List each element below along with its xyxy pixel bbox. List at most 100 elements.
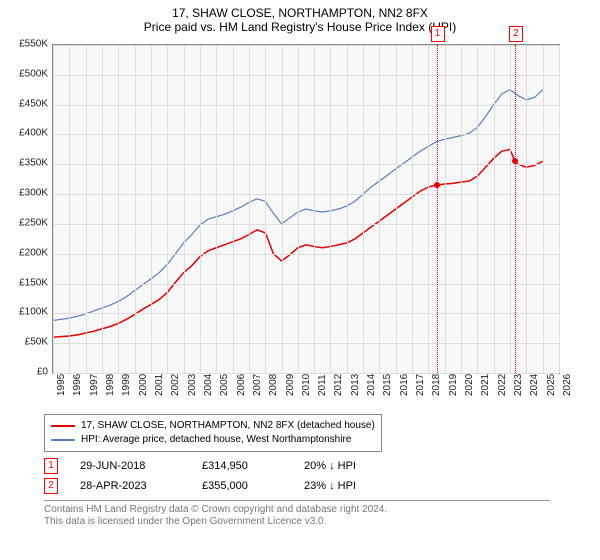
plot-svg	[53, 45, 559, 373]
gridline-h	[53, 224, 559, 225]
x-axis-label: 2025	[546, 374, 557, 396]
x-axis-label: 1999	[121, 374, 132, 396]
gridline-v	[477, 45, 478, 373]
x-axis-label: 2002	[170, 374, 181, 396]
y-axis-label: £250K	[8, 217, 48, 228]
gridline-h	[53, 75, 559, 76]
x-axis-label: 2008	[268, 374, 279, 396]
x-axis-label: 2017	[415, 374, 426, 396]
gridline-v	[396, 45, 397, 373]
event-date: 29-JUN-2018	[80, 460, 180, 472]
x-axis-label: 2007	[252, 374, 263, 396]
gridline-v	[53, 45, 54, 373]
gridline-h	[53, 284, 559, 285]
x-axis-label: 2024	[529, 374, 540, 396]
y-axis-label: £300K	[8, 188, 48, 199]
chart-container: 17, SHAW CLOSE, NORTHAMPTON, NN2 8FX Pri…	[0, 0, 600, 560]
gridline-v	[445, 45, 446, 373]
legend-swatch	[51, 439, 75, 441]
gridline-v	[494, 45, 495, 373]
x-axis-label: 2009	[285, 374, 296, 396]
gridline-v	[379, 45, 380, 373]
gridline-h	[53, 343, 559, 344]
x-axis-label: 2000	[138, 374, 149, 396]
gridline-v	[102, 45, 103, 373]
legend-label: HPI: Average price, detached house, West…	[81, 433, 351, 447]
gridline-v	[86, 45, 87, 373]
x-axis-label: 2003	[187, 374, 198, 396]
gridline-v	[510, 45, 511, 373]
x-axis-label: 2001	[154, 374, 165, 396]
y-axis-label: £50K	[8, 337, 48, 348]
gridline-h	[53, 254, 559, 255]
event-row: 129-JUN-2018£314,95020% ↓ HPI	[44, 458, 600, 474]
legend-item: 17, SHAW CLOSE, NORTHAMPTON, NN2 8FX (de…	[51, 419, 375, 433]
y-axis-label: £0	[8, 367, 48, 378]
x-axis-label: 2005	[219, 374, 230, 396]
gridline-v	[298, 45, 299, 373]
x-axis-label: 2020	[464, 374, 475, 396]
x-axis-label: 2004	[203, 374, 214, 396]
legend-box: 17, SHAW CLOSE, NORTHAMPTON, NN2 8FX (de…	[44, 414, 382, 452]
gridline-v	[233, 45, 234, 373]
events-table: 129-JUN-2018£314,95020% ↓ HPI228-APR-202…	[44, 454, 600, 500]
x-axis-label: 2021	[480, 374, 491, 396]
x-axis-label: 2019	[448, 374, 459, 396]
legend-item: HPI: Average price, detached house, West…	[51, 433, 375, 447]
page-title: 17, SHAW CLOSE, NORTHAMPTON, NN2 8FX	[0, 0, 600, 20]
y-axis-label: £450K	[8, 98, 48, 109]
x-axis-label: 2018	[431, 374, 442, 396]
x-axis-label: 2023	[513, 374, 524, 396]
gridline-v	[363, 45, 364, 373]
gridline-v	[526, 45, 527, 373]
x-axis-label: 2011	[317, 374, 328, 396]
gridline-h	[53, 105, 559, 106]
event-row: 228-APR-2023£355,00023% ↓ HPI	[44, 478, 600, 494]
gridline-v	[347, 45, 348, 373]
gridline-h	[53, 313, 559, 314]
x-axis-label: 2016	[399, 374, 410, 396]
gridline-v	[282, 45, 283, 373]
gridline-h	[53, 194, 559, 195]
event-row-badge: 1	[44, 458, 58, 474]
gridline-v	[330, 45, 331, 373]
gridline-v	[118, 45, 119, 373]
gridline-v	[249, 45, 250, 373]
gridline-v	[428, 45, 429, 373]
y-axis-label: £550K	[8, 39, 48, 50]
y-axis-label: £200K	[8, 247, 48, 258]
x-axis-label: 2010	[301, 374, 312, 396]
x-axis-label: 1995	[56, 374, 67, 396]
gridline-v	[265, 45, 266, 373]
gridline-v	[184, 45, 185, 373]
x-axis-label: 2015	[382, 374, 393, 396]
x-axis-label: 2006	[236, 374, 247, 396]
plot-area: 12	[52, 44, 560, 374]
gridline-v	[543, 45, 544, 373]
event-price: £355,000	[202, 480, 282, 492]
event-line	[437, 45, 438, 373]
x-axis-label: 2026	[562, 374, 573, 396]
y-axis-label: £150K	[8, 277, 48, 288]
chart-area: 12 £0 £50K £100K £150K £200K £250K £300K £350K £…	[8, 38, 568, 408]
gridline-v	[216, 45, 217, 373]
gridline-v	[167, 45, 168, 373]
event-date: 28-APR-2023	[80, 480, 180, 492]
y-axis-label: £100K	[8, 307, 48, 318]
gridline-v	[314, 45, 315, 373]
gridline-v	[135, 45, 136, 373]
x-axis-label: 2014	[366, 374, 377, 396]
event-row-badge: 2	[44, 478, 58, 494]
event-delta: 20% ↓ HPI	[304, 460, 356, 472]
x-axis-label: 1998	[105, 374, 116, 396]
legend-label: 17, SHAW CLOSE, NORTHAMPTON, NN2 8FX (de…	[81, 419, 375, 433]
gridline-v	[200, 45, 201, 373]
x-axis-label: 2012	[333, 374, 344, 396]
gridline-v	[151, 45, 152, 373]
y-axis-label: £350K	[8, 158, 48, 169]
gridline-v	[559, 45, 560, 373]
event-badge: 2	[509, 26, 523, 42]
event-badge: 1	[431, 26, 445, 42]
event-line	[515, 45, 516, 373]
y-axis-label: £500K	[8, 68, 48, 79]
